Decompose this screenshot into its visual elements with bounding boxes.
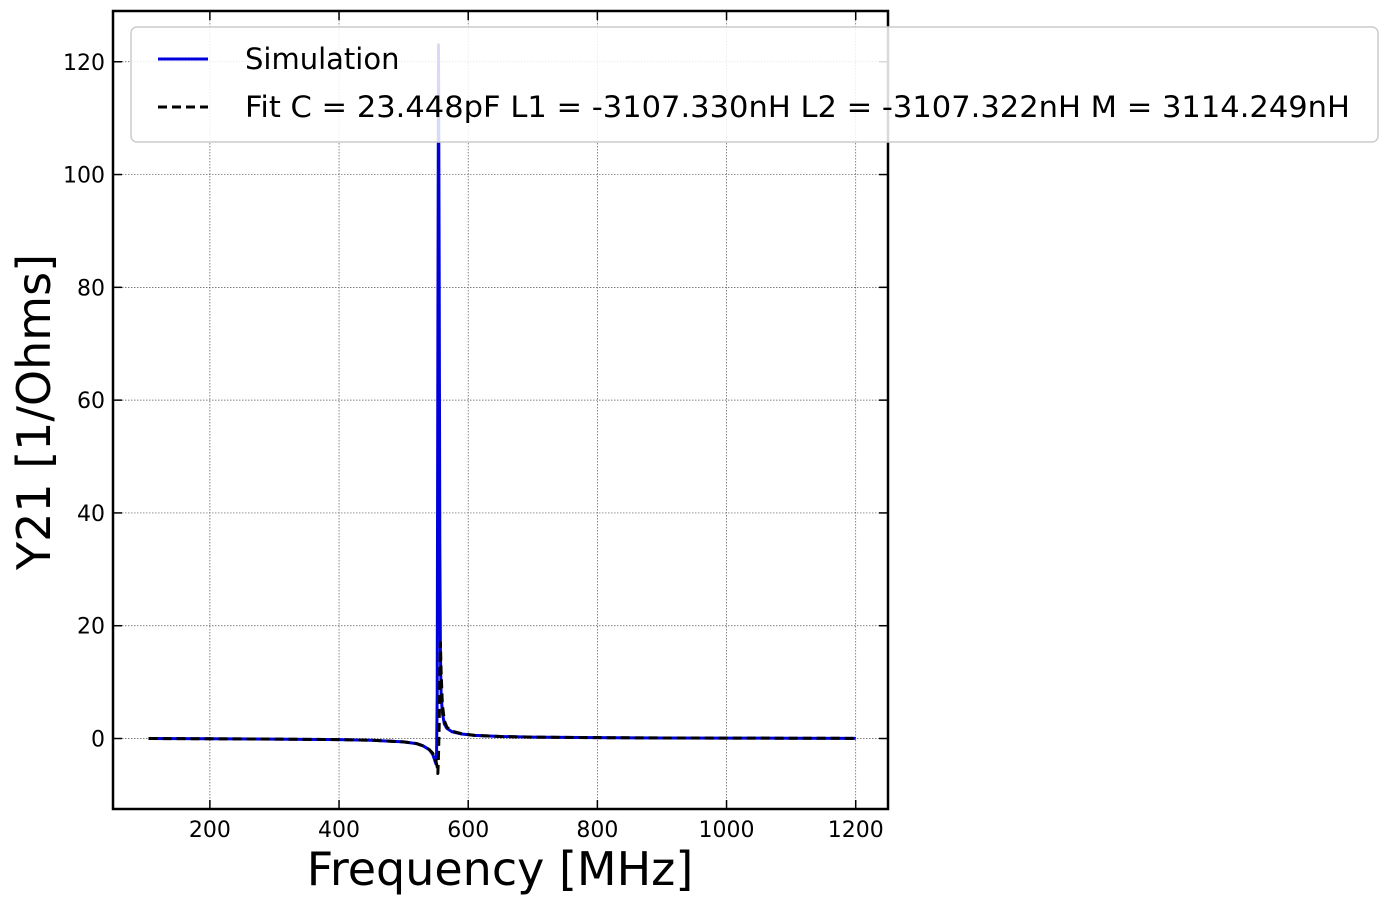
axis-ticks: 200 400 600 800 1000 1200 0 20 40 60 80 100 120: [63, 11, 888, 843]
y-tick-label: 60: [77, 389, 105, 414]
y-tick-label: 120: [63, 51, 105, 76]
y-tick-label: 40: [77, 502, 105, 527]
legend: Simulation Fit C = 23.448pF L1 = -3107.3…: [130, 26, 1379, 143]
series-simulation-line: [148, 43, 856, 766]
y-tick-label: 100: [63, 164, 105, 189]
x-tick-label: 1200: [828, 818, 884, 843]
y-tick-label: 0: [91, 728, 105, 753]
legend-label-fit: Fit C = 23.448pF L1 = -3107.330nH L2 = -…: [245, 90, 1350, 124]
x-tick-label: 200: [189, 818, 231, 843]
y-tick-label: 80: [77, 276, 105, 301]
legend-label-simulation: Simulation: [245, 42, 399, 76]
x-tick-label: 600: [447, 818, 489, 843]
x-axis-title: Frequency [MHz]: [307, 842, 694, 896]
y-tick-label: 20: [77, 615, 105, 640]
x-tick-label: 800: [576, 818, 618, 843]
series-fit-line: [148, 641, 856, 775]
plot-frame: [111, 9, 890, 811]
series-lines: [148, 43, 856, 775]
y-axis-title: Y21 [1/Ohms]: [7, 254, 61, 571]
x-tick-label: 1000: [699, 818, 755, 843]
x-tick-label: 400: [318, 818, 360, 843]
legend-box: [130, 26, 1379, 143]
